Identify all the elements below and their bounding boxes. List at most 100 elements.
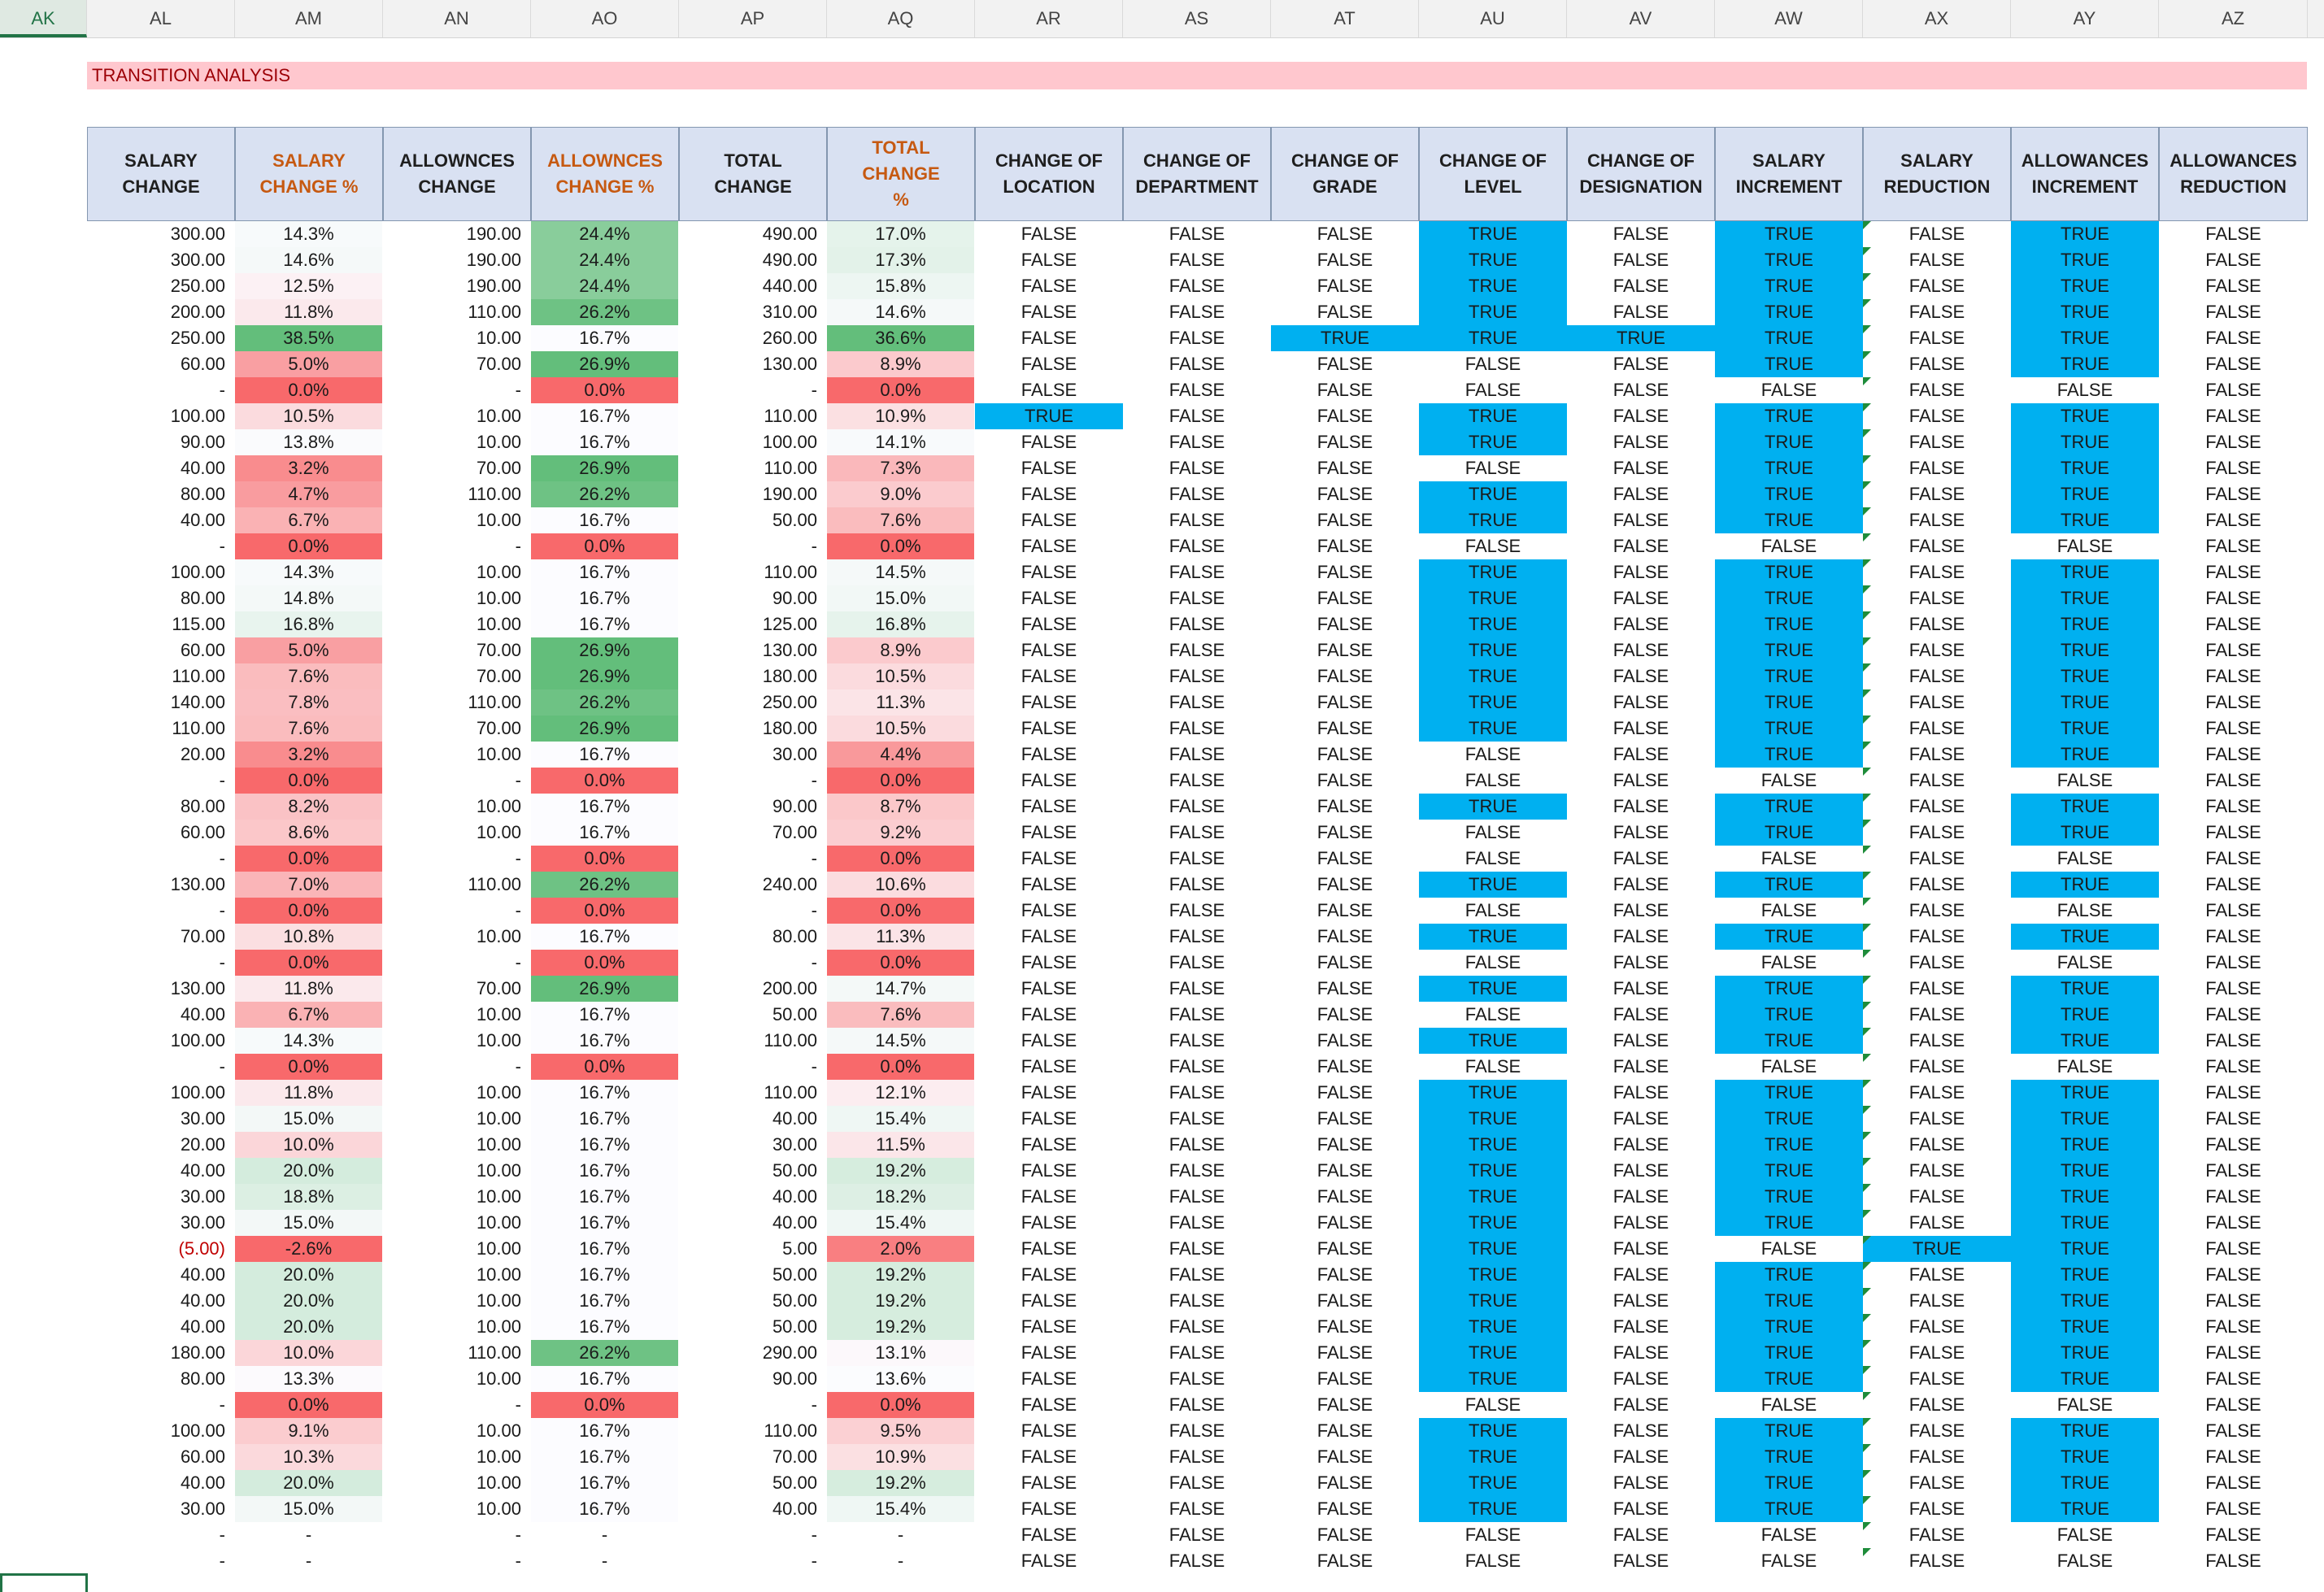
header-cell[interactable]: SALARY CHANGE % bbox=[235, 127, 383, 221]
table-cell[interactable]: 0.0% bbox=[531, 846, 678, 872]
table-cell[interactable]: 16.7% bbox=[531, 1366, 678, 1392]
table-cell[interactable]: FALSE bbox=[1612, 1368, 1669, 1389]
table-cell[interactable]: - bbox=[515, 380, 521, 400]
table-cell[interactable]: 90.00 bbox=[180, 432, 225, 452]
table-cell[interactable]: FALSE bbox=[1021, 770, 1077, 790]
table-cell[interactable]: TRUE bbox=[1419, 1132, 1567, 1158]
table-cell[interactable]: FALSE bbox=[1169, 562, 1225, 582]
table-cell[interactable]: FALSE bbox=[1760, 1551, 1817, 1571]
table-cell[interactable]: 16.7% bbox=[531, 1002, 678, 1028]
table-cell[interactable]: FALSE bbox=[1612, 510, 1669, 530]
sheet-title[interactable]: TRANSITION ANALYSIS bbox=[87, 62, 2307, 89]
table-cell[interactable]: FALSE bbox=[1464, 458, 1521, 478]
table-cell[interactable]: FALSE bbox=[1021, 1030, 1077, 1050]
table-cell[interactable]: TRUE bbox=[1715, 221, 1863, 247]
table-cell[interactable]: 24.4% bbox=[531, 247, 678, 273]
table-cell[interactable]: - bbox=[305, 1525, 312, 1545]
table-cell[interactable]: 16.7% bbox=[531, 1106, 678, 1132]
table-cell[interactable]: FALSE bbox=[1021, 796, 1077, 816]
table-cell[interactable]: FALSE bbox=[1316, 1368, 1373, 1389]
table-cell[interactable]: FALSE bbox=[1612, 744, 1669, 764]
table-cell[interactable]: 20.0% bbox=[235, 1470, 382, 1496]
table-cell[interactable]: FALSE bbox=[1316, 276, 1373, 296]
table-cell[interactable]: 2.0% bbox=[827, 1236, 974, 1262]
table-cell[interactable]: FALSE bbox=[1169, 718, 1225, 738]
table-cell[interactable]: FALSE bbox=[1908, 718, 1965, 738]
table-cell[interactable]: FALSE bbox=[1908, 588, 1965, 608]
table-cell[interactable]: TRUE bbox=[1419, 1210, 1567, 1236]
table-cell[interactable]: FALSE bbox=[2056, 1394, 2113, 1415]
table-cell[interactable]: TRUE bbox=[1419, 1314, 1567, 1340]
table-cell[interactable]: 8.9% bbox=[827, 637, 974, 663]
table-cell[interactable]: TRUE bbox=[1419, 716, 1567, 742]
table-cell[interactable]: - bbox=[811, 900, 817, 920]
table-cell[interactable]: 180.00 bbox=[762, 718, 817, 738]
table-cell[interactable]: 11.8% bbox=[235, 976, 382, 1002]
table-cell[interactable]: FALSE bbox=[1612, 380, 1669, 400]
table-cell[interactable]: FALSE bbox=[1760, 900, 1817, 920]
table-cell[interactable]: FALSE bbox=[1908, 1290, 1965, 1311]
table-cell[interactable]: 16.7% bbox=[531, 559, 678, 585]
table-cell[interactable]: 10.00 bbox=[476, 744, 521, 764]
table-cell[interactable]: 14.8% bbox=[235, 585, 382, 611]
table-cell[interactable]: FALSE bbox=[1612, 1446, 1669, 1467]
table-cell[interactable]: - bbox=[219, 1551, 225, 1571]
table-cell[interactable]: 10.00 bbox=[476, 406, 521, 426]
table-cell[interactable]: 6.7% bbox=[235, 507, 382, 533]
table-cell[interactable]: 19.2% bbox=[827, 1314, 974, 1340]
table-cell[interactable]: 10.00 bbox=[476, 1420, 521, 1441]
table-cell[interactable]: 10.00 bbox=[476, 1108, 521, 1129]
table-cell[interactable]: TRUE bbox=[1715, 247, 1863, 273]
table-cell[interactable]: - bbox=[811, 770, 817, 790]
table-cell[interactable]: 14.1% bbox=[827, 429, 974, 455]
table-cell[interactable]: FALSE bbox=[1021, 640, 1077, 660]
table-cell[interactable]: - bbox=[811, 848, 817, 868]
table-cell[interactable]: FALSE bbox=[1169, 536, 1225, 556]
table-cell[interactable]: FALSE bbox=[1760, 848, 1817, 868]
table-cell[interactable]: FALSE bbox=[1908, 978, 1965, 998]
table-cell[interactable]: FALSE bbox=[1612, 718, 1669, 738]
table-cell[interactable]: 9.0% bbox=[827, 481, 974, 507]
table-cell[interactable]: FALSE bbox=[1612, 1056, 1669, 1077]
table-cell[interactable]: 10.6% bbox=[827, 872, 974, 898]
table-cell[interactable]: 100.00 bbox=[170, 1420, 225, 1441]
table-cell[interactable]: TRUE bbox=[2011, 221, 2159, 247]
table-cell[interactable]: FALSE bbox=[1464, 744, 1521, 764]
table-cell[interactable]: - bbox=[515, 1394, 521, 1415]
table-cell[interactable]: 50.00 bbox=[772, 1316, 817, 1337]
table-cell[interactable]: FALSE bbox=[2205, 952, 2261, 972]
table-cell[interactable]: 10.00 bbox=[476, 1290, 521, 1311]
table-cell[interactable]: 18.8% bbox=[235, 1184, 382, 1210]
table-cell[interactable]: FALSE bbox=[1464, 952, 1521, 972]
column-header-as[interactable]: AS bbox=[1123, 0, 1271, 37]
table-cell[interactable]: FALSE bbox=[1908, 926, 1965, 946]
table-cell[interactable]: 40.00 bbox=[180, 1264, 225, 1285]
table-cell[interactable]: FALSE bbox=[1169, 640, 1225, 660]
table-cell[interactable]: TRUE bbox=[2011, 1496, 2159, 1522]
table-cell[interactable]: FALSE bbox=[1316, 718, 1373, 738]
table-cell[interactable]: 16.7% bbox=[531, 1470, 678, 1496]
table-cell[interactable]: FALSE bbox=[1612, 640, 1669, 660]
table-cell[interactable]: TRUE bbox=[2011, 1002, 2159, 1028]
table-cell[interactable]: FALSE bbox=[2205, 1498, 2261, 1519]
table-cell[interactable]: FALSE bbox=[1316, 1498, 1373, 1519]
table-cell[interactable]: FALSE bbox=[1316, 926, 1373, 946]
table-cell[interactable]: 60.00 bbox=[180, 822, 225, 842]
table-cell[interactable]: 10.00 bbox=[476, 926, 521, 946]
table-cell[interactable]: 26.9% bbox=[531, 716, 678, 742]
table-cell[interactable]: FALSE bbox=[2205, 770, 2261, 790]
table-cell[interactable]: 90.00 bbox=[772, 588, 817, 608]
table-cell[interactable]: FALSE bbox=[2205, 1446, 2261, 1467]
table-cell[interactable]: FALSE bbox=[1169, 354, 1225, 374]
table-cell[interactable]: TRUE bbox=[2011, 742, 2159, 768]
table-cell[interactable]: 5.0% bbox=[235, 351, 382, 377]
table-cell[interactable]: FALSE bbox=[1908, 1446, 1965, 1467]
table-cell[interactable]: - bbox=[601, 1525, 608, 1545]
table-cell[interactable]: 10.00 bbox=[476, 1446, 521, 1467]
table-cell[interactable]: TRUE bbox=[1715, 1158, 1863, 1184]
table-cell[interactable]: 125.00 bbox=[762, 614, 817, 634]
table-cell[interactable]: FALSE bbox=[1612, 1290, 1669, 1311]
table-cell[interactable]: 16.7% bbox=[531, 742, 678, 768]
table-cell[interactable]: 18.2% bbox=[827, 1184, 974, 1210]
table-cell[interactable]: FALSE bbox=[1908, 1186, 1965, 1207]
